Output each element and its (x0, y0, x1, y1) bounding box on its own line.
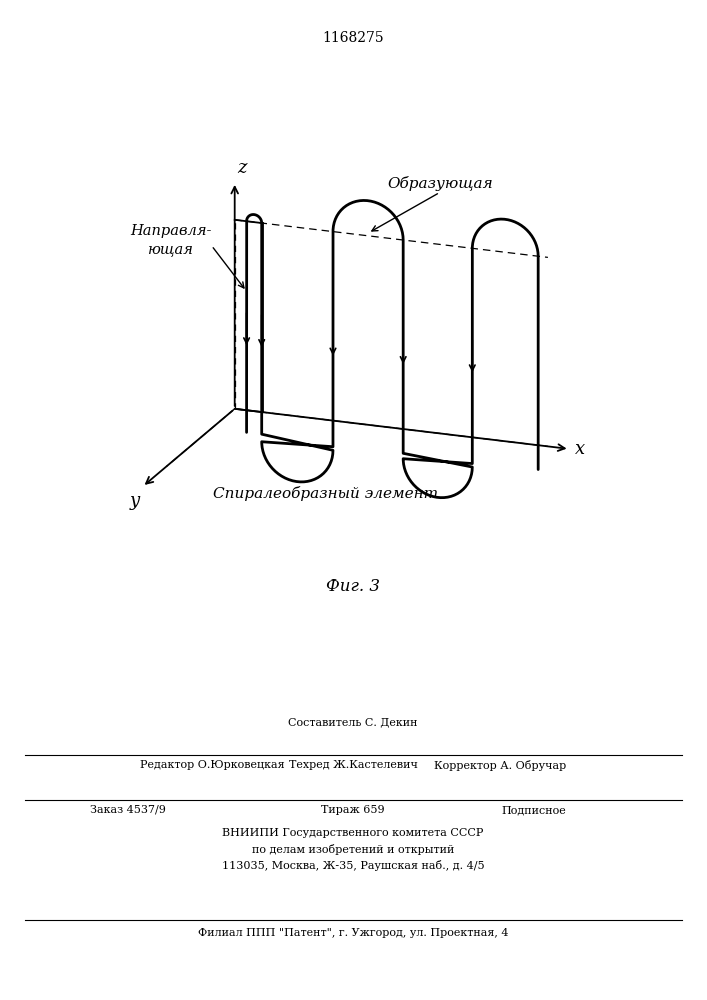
Text: Образующая: Образующая (387, 176, 493, 191)
Text: Корректор А. Обручар: Корректор А. Обручар (434, 760, 566, 771)
Text: Техред Ж.Кастелевич: Техред Ж.Кастелевич (288, 760, 417, 770)
Text: Заказ 4537/9: Заказ 4537/9 (90, 805, 166, 815)
Text: Подписное: Подписное (501, 805, 566, 815)
Text: по делам изобретений и открытий: по делам изобретений и открытий (252, 844, 454, 855)
Text: y: y (129, 492, 140, 510)
Text: Направля-
ющая: Направля- ющая (130, 224, 211, 256)
Text: 1168275: 1168275 (322, 31, 385, 45)
Text: x: x (575, 440, 585, 458)
Text: Редактор О.Юрковецкая: Редактор О.Юрковецкая (140, 760, 285, 770)
Text: z: z (238, 159, 247, 177)
Text: Спиралеобразный элемент: Спиралеобразный элемент (214, 486, 438, 501)
Text: Тираж 659: Тираж 659 (321, 805, 385, 815)
Text: Составитель С. Декин: Составитель С. Декин (288, 717, 418, 727)
Text: ВНИИПИ Государственного комитета СССР: ВНИИПИ Государственного комитета СССР (222, 828, 484, 838)
Text: Филиал ППП "Патент", г. Ужгород, ул. Проектная, 4: Филиал ППП "Патент", г. Ужгород, ул. Про… (198, 928, 508, 938)
Text: 113035, Москва, Ж-35, Раушская наб., д. 4/5: 113035, Москва, Ж-35, Раушская наб., д. … (222, 860, 484, 871)
Text: Фиг. 3: Фиг. 3 (326, 578, 380, 595)
